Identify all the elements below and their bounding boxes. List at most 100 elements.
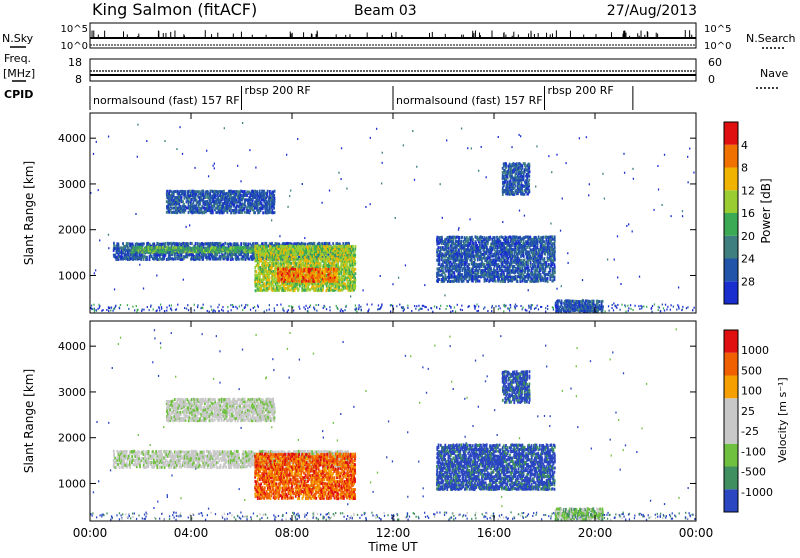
echo-cell xyxy=(246,246,248,249)
echo-cell xyxy=(556,288,557,290)
echo-cell xyxy=(284,286,286,289)
echo-cell xyxy=(426,306,427,308)
cpid-label: CPID xyxy=(4,88,33,101)
echo-cell xyxy=(382,152,383,154)
echo-cell xyxy=(243,258,245,261)
echo-cell xyxy=(484,306,485,308)
echo-cell xyxy=(136,311,137,313)
echo-cell xyxy=(540,306,541,308)
echo-cell xyxy=(93,153,94,155)
echo-cell xyxy=(365,206,366,208)
echo-cell xyxy=(346,248,348,251)
echo-cell xyxy=(520,305,521,307)
echo-cell xyxy=(257,305,258,307)
echo-cell xyxy=(256,190,258,193)
echo-cell xyxy=(505,306,506,308)
echo-cell xyxy=(340,178,341,180)
echo-cell xyxy=(639,276,640,278)
echo-cell xyxy=(264,311,265,313)
echo-cell xyxy=(291,267,293,270)
echo-cell xyxy=(378,304,379,306)
echo-cell xyxy=(215,310,216,312)
cpid-segment-label: normalsound (fast) 157 RF xyxy=(93,94,240,107)
echo-cell xyxy=(114,288,115,290)
echo-cell xyxy=(654,303,655,305)
echo-cell xyxy=(628,310,629,312)
echo-cell xyxy=(137,156,138,158)
echo-cell xyxy=(271,242,273,245)
cpid-segment-label: rbsp 200 RF xyxy=(245,84,311,97)
echo-cell xyxy=(269,309,270,311)
echo-cell xyxy=(474,306,475,308)
echo-cell xyxy=(184,307,185,309)
echo-cell xyxy=(608,310,609,312)
echo-cell xyxy=(548,155,549,157)
echo-cell xyxy=(170,307,171,309)
echo-cell xyxy=(436,307,437,309)
echo-cell xyxy=(139,264,140,266)
nsearch-tick-top: 10^5 xyxy=(704,24,731,35)
echo-cell xyxy=(147,306,148,308)
echo-cell xyxy=(185,226,186,228)
echo-cell xyxy=(271,219,272,221)
echo-cell xyxy=(498,136,499,138)
echo-cell xyxy=(338,172,339,174)
echo-cell xyxy=(617,304,618,306)
echo-cell xyxy=(398,277,399,279)
echo-cell xyxy=(158,306,159,308)
echo-cell xyxy=(407,305,408,307)
echo-cell xyxy=(303,306,304,308)
echo-cell xyxy=(442,217,443,219)
nsky-tick-top: 10^5 xyxy=(61,24,88,35)
echo-cell xyxy=(314,308,315,310)
echo-cell xyxy=(614,259,615,261)
echo-cell xyxy=(503,310,504,312)
echo-cell xyxy=(147,242,149,245)
echo-cell xyxy=(416,166,417,168)
echo-cell xyxy=(305,308,306,310)
echo-cell xyxy=(639,308,640,310)
echo-cell xyxy=(128,308,129,310)
power-data xyxy=(90,122,695,313)
echo-cell xyxy=(118,243,120,246)
echo-cell xyxy=(150,306,151,308)
echo-cell xyxy=(181,253,183,256)
echo-cell xyxy=(616,307,617,309)
echo-cell xyxy=(108,247,109,249)
freq-tick-bottom: 8 xyxy=(75,73,82,86)
echo-cell xyxy=(632,309,633,311)
echo-cell xyxy=(120,304,121,306)
echo-cell xyxy=(224,242,226,245)
echo-cell xyxy=(282,307,283,309)
echo-cell xyxy=(316,310,317,312)
echo-cell xyxy=(182,200,184,203)
echo-cell xyxy=(355,245,357,248)
echo-cell xyxy=(209,257,211,260)
echo-cell xyxy=(242,197,244,200)
echo-cell xyxy=(630,304,631,306)
echo-cell xyxy=(208,175,209,177)
echo-cell xyxy=(255,289,257,292)
echo-cell xyxy=(370,203,371,205)
echo-cell xyxy=(624,304,625,306)
echo-cell xyxy=(253,242,255,245)
echo-cell xyxy=(274,211,276,214)
echo-cell xyxy=(356,311,357,313)
beam-title: Beam 03 xyxy=(354,3,417,19)
echo-cell xyxy=(288,305,289,307)
echo-cell xyxy=(628,307,629,309)
echo-cell xyxy=(620,283,621,285)
echo-cell xyxy=(176,148,177,150)
echo-cell xyxy=(223,310,224,312)
echo-cell xyxy=(95,269,96,271)
echo-cell xyxy=(613,309,614,311)
echo-cell xyxy=(321,202,322,204)
echo-cell xyxy=(270,211,272,214)
echo-cell xyxy=(273,285,275,288)
echo-cell xyxy=(588,194,589,196)
echo-cell xyxy=(280,304,281,306)
echo-cell xyxy=(553,307,554,309)
echo-cell xyxy=(611,307,612,309)
echo-cell xyxy=(331,247,333,250)
echo-cell xyxy=(292,268,294,271)
